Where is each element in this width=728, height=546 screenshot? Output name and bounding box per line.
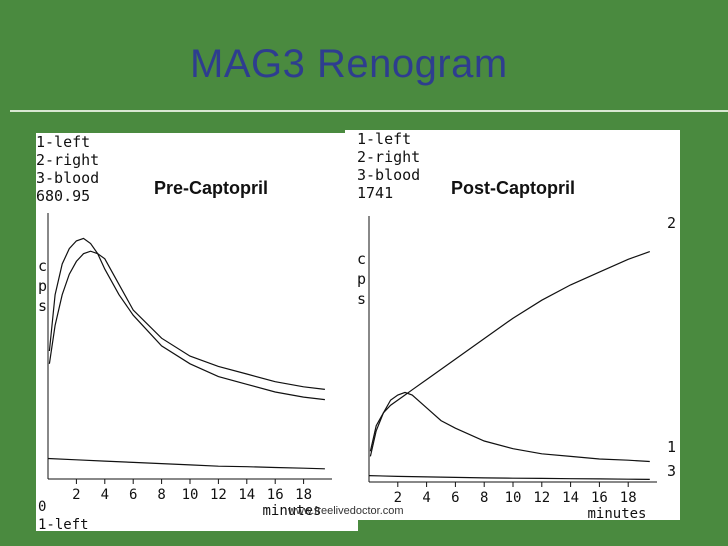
series-line-3-blood (47, 457, 325, 470)
x-tick-label-8: 8 (480, 490, 488, 506)
y-axis-letter-c: c (38, 257, 47, 275)
x-tick-label-18: 18 (620, 490, 637, 506)
x-tick-label-14: 14 (562, 490, 579, 506)
y-axis-letter-s: s (357, 290, 366, 308)
x-tick-label-10: 10 (505, 490, 522, 506)
series-line-1-left (369, 391, 650, 463)
bottom-legend-text: 1-left (38, 517, 89, 531)
x-tick-label-16: 16 (591, 490, 608, 506)
slide-title: MAG3 Renogram (190, 42, 508, 86)
watermark: www.freelivedoctor.com (288, 505, 404, 517)
y-axis-letter-p: p (38, 277, 47, 295)
x-tick-label-8: 8 (157, 487, 165, 503)
end-label-2-0: 2 (667, 214, 676, 232)
series-line-3-blood (368, 475, 650, 480)
legend-entry-2-right: 2-right (357, 148, 420, 166)
max-counts-label: 1741 (357, 184, 393, 202)
x-tick-label-14: 14 (238, 487, 255, 503)
series-line-2-right (369, 251, 651, 452)
series-line-2-right (48, 250, 325, 390)
x-tick-label-6: 6 (129, 487, 137, 503)
x-tick-label-6: 6 (451, 490, 459, 506)
x-tick-label-12: 12 (210, 487, 227, 503)
x-tick-label-10: 10 (182, 487, 199, 503)
x-tick-label-4: 4 (101, 487, 109, 503)
pre-captopril-label: Pre-Captopril (148, 176, 275, 201)
series-line-1-left (48, 237, 325, 401)
legend-entry-2-right: 2-right (36, 151, 99, 169)
x-tick-label-16: 16 (267, 487, 284, 503)
legend-entry-3-blood: 3-blood (357, 166, 420, 184)
y-axis-letter-p: p (357, 270, 366, 288)
legend-entry-1-left: 1-left (36, 133, 90, 151)
y-axis-letter-s: s (38, 297, 47, 315)
x-tick-label-18: 18 (295, 487, 312, 503)
legend-entry-3-blood: 3-blood (36, 169, 99, 187)
x-tick-label-2: 2 (394, 490, 402, 506)
post-captopril-label: Post-Captopril (445, 176, 581, 201)
x-tick-label-4: 4 (422, 490, 430, 506)
end-label-3-2: 3 (667, 462, 676, 480)
x-tick-label-12: 12 (533, 490, 550, 506)
y-axis-letter-c: c (357, 250, 366, 268)
title-divider (10, 110, 728, 112)
y-origin-label: 0 (38, 499, 46, 515)
max-counts-label: 680.95 (36, 187, 90, 205)
x-axis-label: minutes (262, 503, 321, 519)
x-tick-label-2: 2 (72, 487, 80, 503)
end-label-1-1: 1 (667, 438, 676, 456)
x-axis-label: minutes (587, 506, 646, 520)
legend-entry-1-left: 1-left (357, 130, 411, 148)
